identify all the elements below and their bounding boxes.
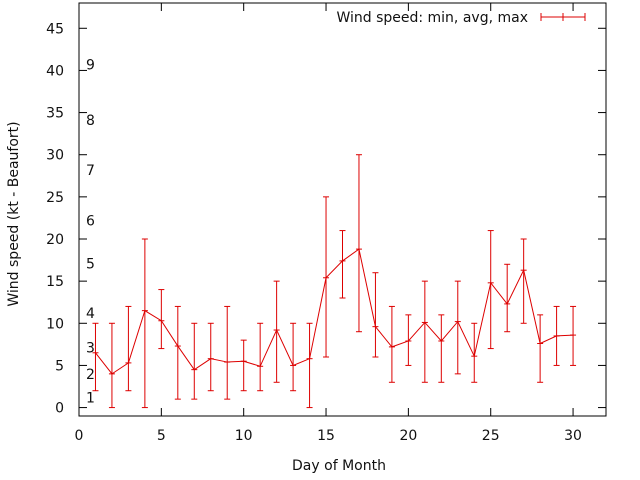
beaufort-label: 5 <box>86 256 95 272</box>
x-axis-title: Day of Month <box>292 458 386 474</box>
average-series-line <box>95 248 574 375</box>
y-tick-label: 30 <box>46 148 64 164</box>
legend-label: Wind speed: min, avg, max <box>336 10 528 26</box>
x-tick-label: 5 <box>157 428 166 444</box>
x-tick-label: 0 <box>75 428 84 444</box>
error-bars <box>92 154 577 409</box>
beaufort-label: 2 <box>86 367 95 383</box>
x-tick-label: 10 <box>235 428 253 444</box>
average-line <box>92 248 577 375</box>
y-tick-label: 40 <box>46 63 64 79</box>
x-axis: 0 5 10 15 20 25 30 <box>75 3 582 444</box>
beaufort-label: 8 <box>86 113 95 129</box>
y-tick-label: 5 <box>55 358 64 374</box>
y-tick-label: 0 <box>55 401 64 417</box>
y-tick-label: 20 <box>46 232 64 248</box>
beaufort-label: 4 <box>86 306 95 322</box>
x-tick-label: 15 <box>317 428 335 444</box>
beaufort-label: 6 <box>86 213 95 229</box>
y-tick-label: 35 <box>46 106 64 122</box>
x-tick-label: 30 <box>564 428 582 444</box>
y-tick-label: 15 <box>46 274 64 290</box>
beaufort-label: 7 <box>86 163 95 179</box>
beaufort-label: 1 <box>86 390 95 406</box>
legend: Wind speed: min, avg, max <box>336 10 586 26</box>
plot-frame <box>78 2 607 417</box>
beaufort-label: 9 <box>86 58 95 74</box>
x-tick-label: 25 <box>482 428 500 444</box>
y-tick-label: 45 <box>46 21 64 37</box>
beaufort-scale-labels: 1 2 3 4 5 6 7 8 9 <box>86 58 95 407</box>
x-tick-label: 20 <box>399 428 417 444</box>
y-axis-title: Wind speed (kt - Beaufort) <box>6 121 22 306</box>
beaufort-label: 3 <box>86 341 95 357</box>
y-tick-label: 10 <box>46 316 64 332</box>
y-tick-label: 25 <box>46 190 64 206</box>
